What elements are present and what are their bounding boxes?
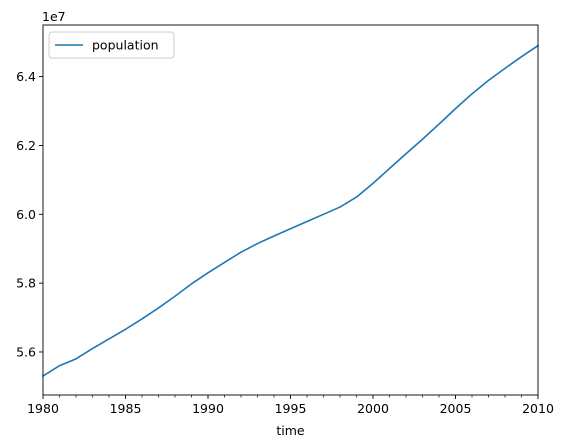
y-tick-label-5.6: 5.6 [16,344,36,359]
legend-label-population: population [92,38,159,53]
x-tick-label-1990: 1990 [192,401,224,416]
x-tick-label-1995: 1995 [275,401,307,416]
y-tick-label-6.4: 6.4 [16,69,36,84]
x-tick-label-2000: 2000 [357,401,389,416]
series-line-population [41,44,540,378]
x-tick-label-2005: 2005 [440,401,472,416]
y-offset-text: 1e7 [42,9,66,24]
x-tick-label-2010: 2010 [522,401,554,416]
x-tick-label-1985: 1985 [110,401,142,416]
x-axis-label: time [276,423,305,438]
y-tick-label-5.8: 5.8 [16,276,36,291]
legend: population [48,31,175,59]
legend-box [48,31,175,59]
x-tick-label-1980: 1980 [27,401,59,416]
y-tick-label-6.2: 6.2 [16,138,36,153]
y-tick-label-6.0: 6.0 [16,207,36,222]
